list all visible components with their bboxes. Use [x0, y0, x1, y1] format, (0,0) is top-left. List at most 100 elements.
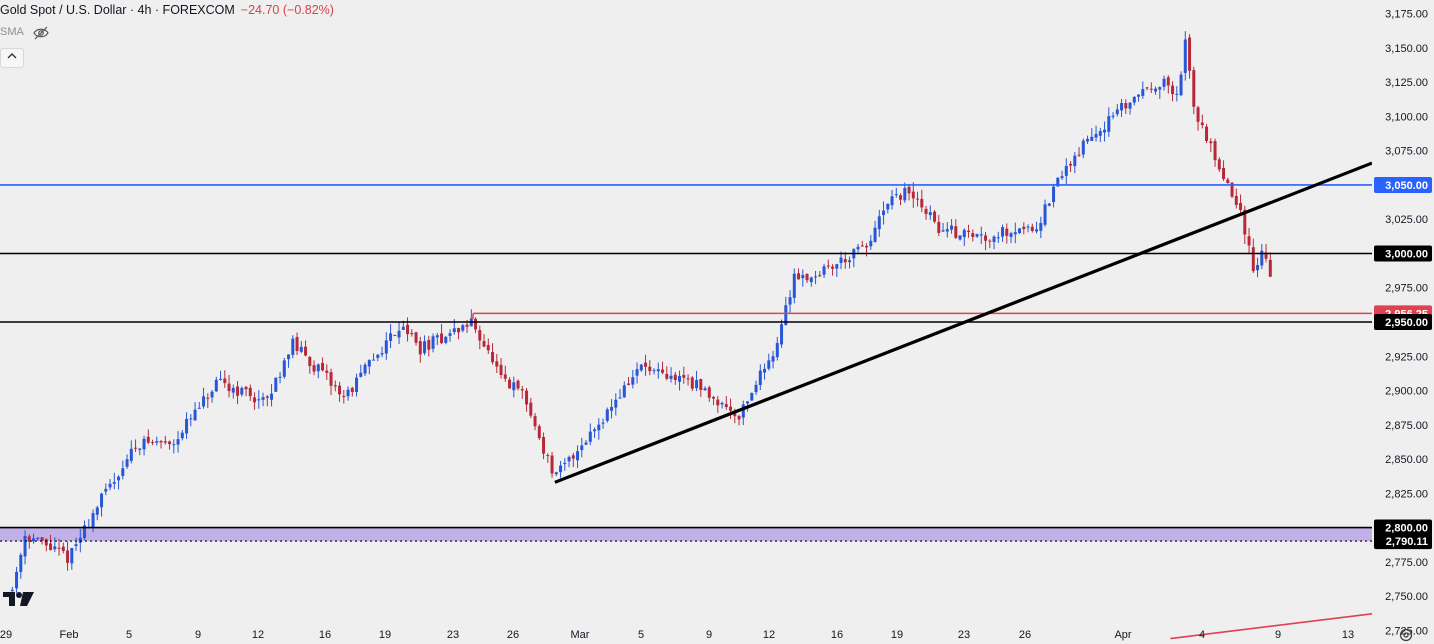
y-tick-label: 2,900.00 — [1385, 386, 1428, 398]
candle-body — [1205, 126, 1209, 141]
candle-body — [495, 361, 499, 367]
candle-body — [775, 343, 779, 358]
x-tick-label: 26 — [1019, 629, 1031, 641]
candle-body — [261, 397, 265, 400]
collapse-legend-button[interactable] — [0, 48, 24, 68]
candle-body — [508, 379, 512, 389]
candle-body — [295, 337, 299, 351]
candle-body — [299, 346, 303, 352]
candle-body — [601, 422, 605, 424]
candle-body — [882, 210, 886, 216]
candle-body — [971, 233, 975, 237]
candle-body — [593, 429, 597, 432]
candle-body — [1073, 155, 1077, 167]
candle-body — [729, 406, 733, 411]
candle-body — [899, 195, 903, 200]
candle-body — [928, 212, 932, 216]
candle-body — [588, 431, 592, 442]
candle-body — [690, 377, 694, 389]
candle-body — [482, 341, 486, 347]
candle-body — [223, 378, 227, 384]
candle-body — [559, 465, 563, 473]
candle-body — [754, 384, 758, 393]
candle-body — [1158, 87, 1162, 90]
candle-body — [843, 259, 847, 263]
candle-body — [78, 537, 82, 543]
candle-body — [312, 365, 316, 372]
candle-body — [1124, 103, 1128, 109]
candle-body — [673, 374, 677, 381]
candle-body — [1196, 107, 1200, 122]
candle-body — [1213, 141, 1217, 161]
candle-body — [376, 354, 380, 358]
price-tag-label: 3,000.00 — [1385, 248, 1428, 260]
candle-body — [1239, 202, 1243, 211]
candle-body — [1260, 250, 1264, 266]
price-tag[interactable] — [1374, 519, 1432, 536]
sma-indicator-label[interactable]: SMA — [0, 26, 24, 38]
candle-body — [270, 393, 274, 400]
candle-body — [1120, 102, 1124, 111]
candle-body — [117, 476, 121, 481]
candle-body — [665, 373, 669, 379]
trendline-red-ray[interactable] — [1170, 613, 1373, 640]
candle-body — [695, 380, 699, 389]
candle-body — [580, 445, 584, 451]
settings-icon[interactable] — [1398, 627, 1414, 643]
candle-body — [703, 388, 707, 391]
candle-body — [435, 335, 439, 338]
y-tick-label: 2,750.00 — [1385, 591, 1428, 603]
candle-body — [622, 385, 626, 398]
candle-body — [546, 454, 550, 456]
candle-body — [214, 379, 218, 392]
candle-body — [1200, 122, 1204, 126]
price-tag[interactable] — [1374, 176, 1432, 193]
candle-body — [265, 396, 269, 398]
candle-body — [342, 396, 346, 398]
candle-body — [865, 245, 869, 248]
candle-body — [389, 333, 393, 341]
candle-body — [1064, 165, 1068, 176]
candle-body — [576, 451, 580, 461]
candle-body — [1154, 88, 1158, 92]
trendline-support[interactable] — [554, 161, 1373, 484]
candle-body — [678, 375, 682, 382]
candle-body — [639, 364, 643, 371]
x-tick-label: 9 — [706, 629, 712, 641]
candle-body — [100, 493, 104, 508]
symbol-title[interactable]: Gold Spot / U.S. Dollar · 4h · FOREXCOM — [0, 3, 235, 17]
y-tick-label: 3,075.00 — [1385, 146, 1428, 158]
candle-body — [945, 229, 949, 232]
candle-body — [809, 277, 813, 283]
candle-body — [818, 275, 822, 277]
price-tag[interactable] — [1374, 533, 1432, 550]
eye-off-icon[interactable] — [33, 26, 49, 40]
candle-body — [996, 237, 1000, 239]
candle-body — [1128, 102, 1132, 109]
candle-body — [1090, 136, 1094, 141]
x-tick-label: 13 — [1342, 629, 1354, 641]
candle-body — [529, 402, 533, 416]
candle-body — [869, 240, 873, 247]
x-tick-label: 4 — [1199, 629, 1205, 641]
support-zone[interactable] — [0, 527, 1372, 542]
candle-body — [401, 326, 405, 330]
candle-body — [372, 359, 376, 361]
candle-body — [240, 387, 244, 395]
x-tick-label: 12 — [252, 629, 264, 641]
candle-body — [992, 236, 996, 243]
price-tag[interactable] — [1374, 314, 1432, 330]
price-tag[interactable] — [1374, 245, 1432, 262]
candle-body — [758, 370, 762, 385]
candle-body — [363, 364, 367, 374]
price-tag-label: 3,050.00 — [1385, 180, 1428, 192]
candle-body — [146, 436, 150, 443]
candle-body — [597, 424, 601, 431]
candle-body — [83, 525, 87, 539]
candle-body — [890, 196, 894, 206]
candle-body — [503, 374, 507, 379]
candle-body — [686, 378, 690, 380]
candle-body — [648, 366, 652, 372]
candle-body — [907, 186, 911, 194]
